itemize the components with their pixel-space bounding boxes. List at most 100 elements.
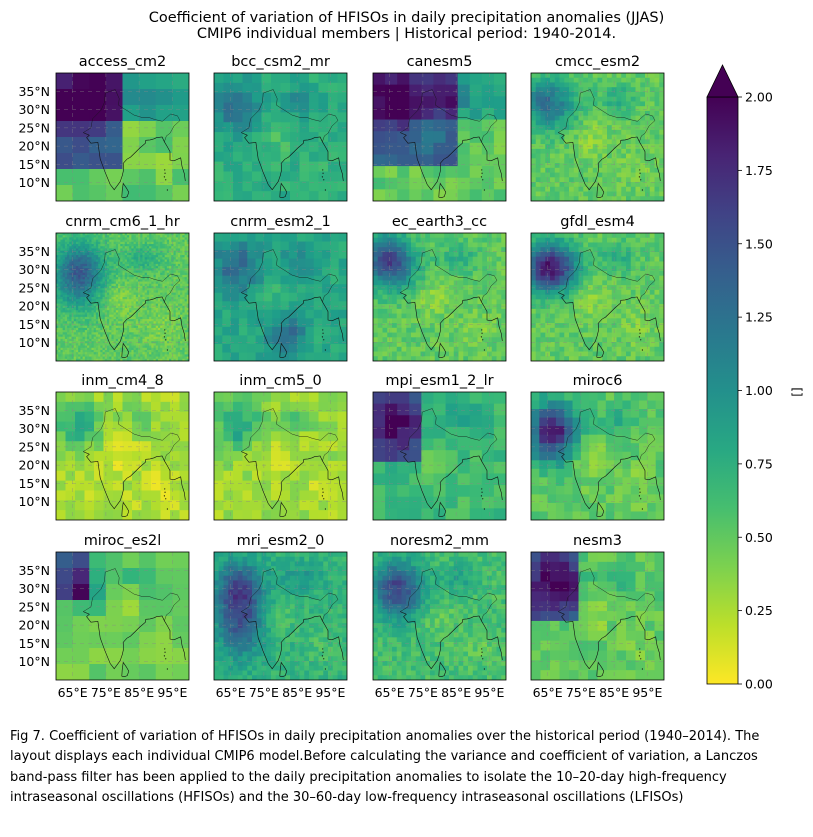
heatmap-cell: [535, 163, 541, 169]
heatmap-cell: [583, 134, 589, 140]
heatmap-cell: [155, 285, 159, 289]
heatmap-cell: [186, 352, 189, 355]
heatmap-cell: [84, 259, 88, 263]
heatmap-cell: [554, 163, 560, 169]
heatmap-cell: [84, 319, 88, 322]
heatmap-cell: [118, 239, 121, 243]
heatmap-cell: [149, 237, 152, 241]
map-panel-cmcc_esm2: cmcc_esm2: [530, 54, 665, 202]
heatmap-cell: [100, 290, 103, 293]
heatmap-cell: [106, 354, 110, 357]
heatmap-cell: [409, 177, 422, 190]
heatmap-cell: [569, 134, 575, 140]
heatmap-cell: [67, 241, 70, 245]
heatmap-cell: [82, 272, 86, 276]
heatmap-cell: [157, 246, 161, 249]
coastline-sri-lanka: [121, 342, 130, 359]
heatmap-cell: [115, 239, 119, 243]
heatmap-cell: [115, 301, 119, 305]
heatmap-cell: [149, 252, 152, 256]
heatmap-cell: [131, 358, 134, 361]
heatmap-cell: [155, 314, 159, 318]
coastline: [400, 89, 503, 199]
heatmap-cell: [118, 248, 121, 252]
heatmap-cell: [95, 338, 99, 342]
heatmap-cell: [75, 310, 79, 313]
heatmap-cell: [214, 171, 224, 182]
heatmap-cell: [146, 270, 150, 274]
heatmap-cell: [172, 105, 189, 122]
heatmap-cell: [138, 285, 141, 289]
heatmap-cell: [138, 301, 141, 305]
heatmap-cell: [640, 148, 646, 154]
heatmap-cell: [153, 343, 157, 346]
heatmap-cell: [559, 87, 565, 93]
heatmap-cell: [261, 191, 272, 201]
heatmap-cell: [214, 250, 223, 259]
heatmap-cell: [78, 272, 81, 276]
heatmap-cell: [597, 177, 603, 183]
heatmap-cell: [238, 326, 248, 336]
heatmap-cell: [337, 82, 347, 94]
heatmap-cell: [120, 277, 123, 280]
heatmap-cell: [120, 297, 123, 300]
heatmap-cell: [102, 299, 106, 302]
heatmap-cell: [80, 239, 83, 243]
heatmap-cell: [433, 189, 446, 201]
heatmap-cell: [122, 316, 126, 320]
heatmap-cell: [133, 274, 137, 278]
heatmap-cell: [149, 341, 152, 344]
heatmap-cell: [175, 303, 179, 307]
heatmap-cell: [56, 327, 59, 331]
heatmap-cell: [155, 283, 159, 287]
heatmap-cell: [122, 279, 126, 282]
heatmap-cell: [588, 153, 594, 159]
heatmap-cell: [93, 263, 97, 267]
heatmap-cell: [80, 319, 83, 322]
heatmap-cell: [133, 352, 137, 355]
heatmap-cell: [93, 281, 97, 285]
heatmap-cell: [69, 270, 72, 274]
heatmap-cell: [109, 263, 112, 267]
heatmap-cell: [75, 235, 79, 238]
heatmap-cell: [87, 303, 90, 307]
heatmap-cell: [180, 345, 183, 349]
heatmap-cell: [56, 252, 59, 256]
heatmap-cell: [58, 314, 61, 318]
heatmap-cell: [87, 272, 90, 276]
heatmap-cell: [89, 330, 92, 333]
heatmap-cell: [67, 252, 70, 256]
heatmap-cell: [175, 257, 179, 260]
heatmap-cell: [109, 259, 112, 263]
heatmap-cell: [173, 312, 177, 316]
heatmap-cell: [171, 325, 174, 329]
heatmap-cell: [140, 343, 143, 346]
heatmap-cell: [180, 299, 183, 302]
heatmap-cell: [238, 284, 248, 294]
heatmap-cell: [62, 301, 66, 305]
heatmap-cell: [91, 349, 95, 353]
heatmap-cell: [337, 151, 347, 163]
heatmap-cell: [640, 158, 646, 164]
heatmap-cell: [616, 163, 622, 169]
heatmap-cell: [280, 258, 290, 268]
heatmap-cell: [102, 241, 106, 245]
heatmap-cell: [305, 267, 315, 277]
heatmap-cell: [138, 277, 141, 280]
heatmap-cell: [62, 341, 66, 344]
heatmap-cell: [153, 257, 157, 260]
heatmap-cell: [172, 137, 189, 154]
heatmap-cell: [611, 182, 617, 188]
heatmap-cell: [409, 107, 422, 120]
heatmap-cell: [607, 129, 613, 136]
heatmap-cell: [113, 352, 117, 355]
heatmap-cell: [214, 258, 223, 268]
heatmap-cell: [111, 270, 115, 274]
heatmap-cell: [122, 281, 126, 285]
heatmap-cell: [180, 250, 183, 254]
heatmap-cell: [166, 288, 170, 291]
heatmap-cell: [80, 237, 83, 241]
heatmap-cell: [124, 321, 128, 324]
heatmap-cell: [330, 292, 340, 302]
heatmap-cell: [140, 319, 143, 322]
